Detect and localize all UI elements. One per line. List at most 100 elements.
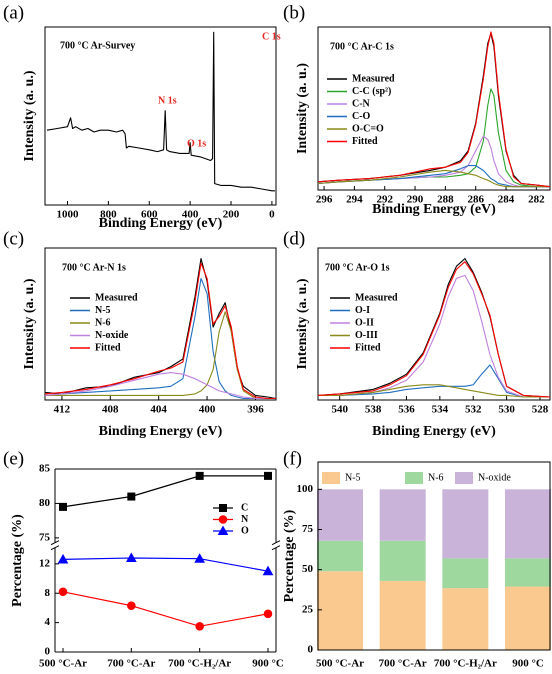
bar-segment: [317, 571, 363, 650]
marker: [58, 587, 68, 597]
x-tick-label: 292: [376, 194, 393, 206]
axis-break: [271, 540, 281, 546]
legend-swatch: [405, 472, 423, 484]
marker: [127, 601, 136, 611]
legend-swatch: [455, 472, 473, 484]
spectrum-line: [317, 169, 550, 188]
x-axis-label: Binding Energy (eV): [99, 216, 223, 231]
x-tick-label: 286: [467, 194, 484, 206]
marker: [125, 552, 137, 562]
x-tick-label: 408: [102, 404, 119, 416]
spectrum-line: [317, 261, 551, 398]
marker: [217, 525, 229, 535]
legend-label: N-oxide: [95, 330, 129, 341]
x-tick-label: 400: [199, 404, 216, 416]
spectrum-line: [44, 277, 276, 400]
panel-label: (c): [3, 228, 24, 249]
legend-label: N-5: [345, 472, 361, 483]
legend-label: O-II: [355, 317, 374, 328]
marker: [219, 504, 227, 512]
x-axis-label: Binding Energy (eV): [372, 202, 496, 217]
legend-label: N-6: [95, 317, 111, 328]
x-tick-label: 600: [141, 209, 158, 221]
legend-label: Fitted: [355, 342, 381, 353]
x-tick-label: 700 °C-Ar: [107, 658, 155, 670]
x-tick-label: 700 °C-Ar: [379, 658, 427, 670]
x-tick-label: 700 °C-H₂/Ar: [434, 658, 497, 670]
axis-break: [50, 540, 60, 546]
axis-break: [271, 545, 281, 551]
x-tick-label: 800: [100, 209, 117, 221]
legend-label: N-oxide: [478, 472, 511, 483]
x-tick-label: 400: [182, 209, 199, 221]
spectrum-line: [45, 311, 276, 400]
legend-label: O-C=O: [352, 123, 384, 134]
x-tick-label: 900 °C: [512, 658, 544, 670]
marker: [57, 553, 69, 564]
legend-label: N-5: [95, 305, 111, 316]
y-tick-label: 50: [302, 563, 314, 575]
marker: [262, 565, 274, 576]
legend-label: O: [241, 525, 249, 536]
marker: [195, 621, 204, 631]
legend-label: C-O: [352, 111, 371, 122]
spectrum-line: [46, 31, 275, 192]
marker: [264, 471, 272, 480]
spectrum-line: [318, 384, 550, 398]
plot-frame: [317, 26, 551, 191]
marker: [195, 471, 204, 480]
x-tick-label: 700 °C-H₂/Ar: [168, 658, 231, 670]
panel-label: (f): [283, 448, 302, 469]
x-tick-label: 530: [498, 404, 515, 416]
peak-label: N 1s: [158, 95, 177, 106]
plot-frame: [317, 461, 551, 651]
x-tick-label: 284: [498, 194, 515, 206]
legend-label: C-N: [352, 98, 371, 109]
x-tick-label: 412: [54, 404, 71, 416]
x-tick-label: 296: [316, 194, 333, 206]
x-tick-label: 288: [437, 194, 454, 206]
marker: [263, 609, 273, 619]
axis-break: [50, 545, 60, 551]
y-tick-label: 25: [302, 603, 314, 615]
x-tick-label: 1000: [56, 209, 79, 221]
legend-label: C: [241, 502, 248, 513]
series-line: [62, 475, 268, 508]
spectrum-line: [44, 372, 276, 400]
legend-label: N: [241, 514, 249, 525]
plot-frame: [44, 247, 277, 401]
y-axis-label: Intensity (a. u.): [295, 278, 310, 369]
plot-frame: [317, 247, 551, 401]
y-axis-label: Intensity (a. u.): [295, 63, 310, 154]
y-tick-label: 100: [297, 483, 314, 495]
bar-segment: [442, 588, 489, 650]
bar-segment: [505, 558, 551, 587]
y-axis-label: Percentage (%): [10, 514, 25, 607]
y-tick-label: 8: [45, 587, 51, 599]
bar-segment: [505, 586, 551, 650]
legend-label: N-6: [428, 472, 444, 483]
series-line: [62, 557, 269, 572]
y-axis-label: Percentage (%): [282, 509, 297, 602]
legend-label: Measured: [95, 292, 138, 303]
legend-label: Fitted: [95, 342, 121, 353]
sample-note: 700 °C Ar-C 1s: [330, 41, 394, 52]
y-tick-label: 85: [39, 463, 51, 475]
bar-segment: [442, 558, 489, 589]
marker: [194, 553, 206, 563]
spectrum-line: [44, 262, 276, 400]
y-axis-label: Intensity (a. u.): [22, 70, 37, 161]
bar-segment: [317, 489, 363, 541]
marker: [59, 502, 67, 511]
spectrum-line: [317, 31, 551, 188]
bar-segment: [442, 489, 489, 559]
legend-label: Fitted: [352, 136, 378, 147]
sample-note: 700 °C Ar-N 1s: [62, 262, 126, 273]
legend-label: C-C (sp²): [352, 86, 391, 97]
bar-segment: [317, 540, 363, 572]
panel-label: (b): [283, 2, 305, 23]
bar-segment: [379, 489, 426, 541]
x-tick-label: 500 °C-Ar: [316, 658, 364, 670]
legend-label: O-III: [355, 330, 378, 341]
